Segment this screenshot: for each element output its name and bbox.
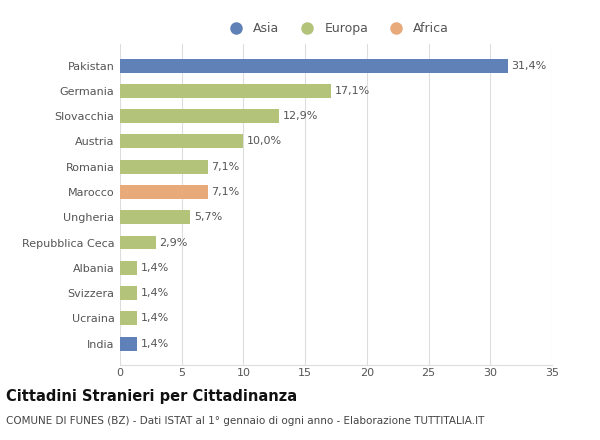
- Text: 10,0%: 10,0%: [247, 136, 282, 147]
- Legend: Asia, Europa, Africa: Asia, Europa, Africa: [219, 18, 453, 39]
- Bar: [120, 185, 208, 199]
- Bar: [120, 59, 508, 73]
- Bar: [120, 109, 279, 123]
- Bar: [120, 235, 156, 249]
- Text: 12,9%: 12,9%: [283, 111, 319, 121]
- Bar: [120, 286, 137, 300]
- Bar: [120, 210, 190, 224]
- Bar: [120, 337, 137, 351]
- Text: Cittadini Stranieri per Cittadinanza: Cittadini Stranieri per Cittadinanza: [6, 389, 297, 404]
- Text: 1,4%: 1,4%: [141, 339, 169, 348]
- Text: COMUNE DI FUNES (BZ) - Dati ISTAT al 1° gennaio di ogni anno - Elaborazione TUTT: COMUNE DI FUNES (BZ) - Dati ISTAT al 1° …: [6, 416, 484, 426]
- Text: 1,4%: 1,4%: [141, 288, 169, 298]
- Text: 7,1%: 7,1%: [211, 187, 239, 197]
- Bar: [120, 312, 137, 325]
- Bar: [120, 135, 244, 148]
- Text: 1,4%: 1,4%: [141, 313, 169, 323]
- Bar: [120, 84, 331, 98]
- Text: 17,1%: 17,1%: [335, 86, 370, 96]
- Text: 31,4%: 31,4%: [511, 61, 547, 70]
- Bar: [120, 160, 208, 174]
- Text: 7,1%: 7,1%: [211, 161, 239, 172]
- Text: 5,7%: 5,7%: [194, 212, 223, 222]
- Text: 2,9%: 2,9%: [160, 238, 188, 248]
- Bar: [120, 261, 137, 275]
- Text: 1,4%: 1,4%: [141, 263, 169, 273]
